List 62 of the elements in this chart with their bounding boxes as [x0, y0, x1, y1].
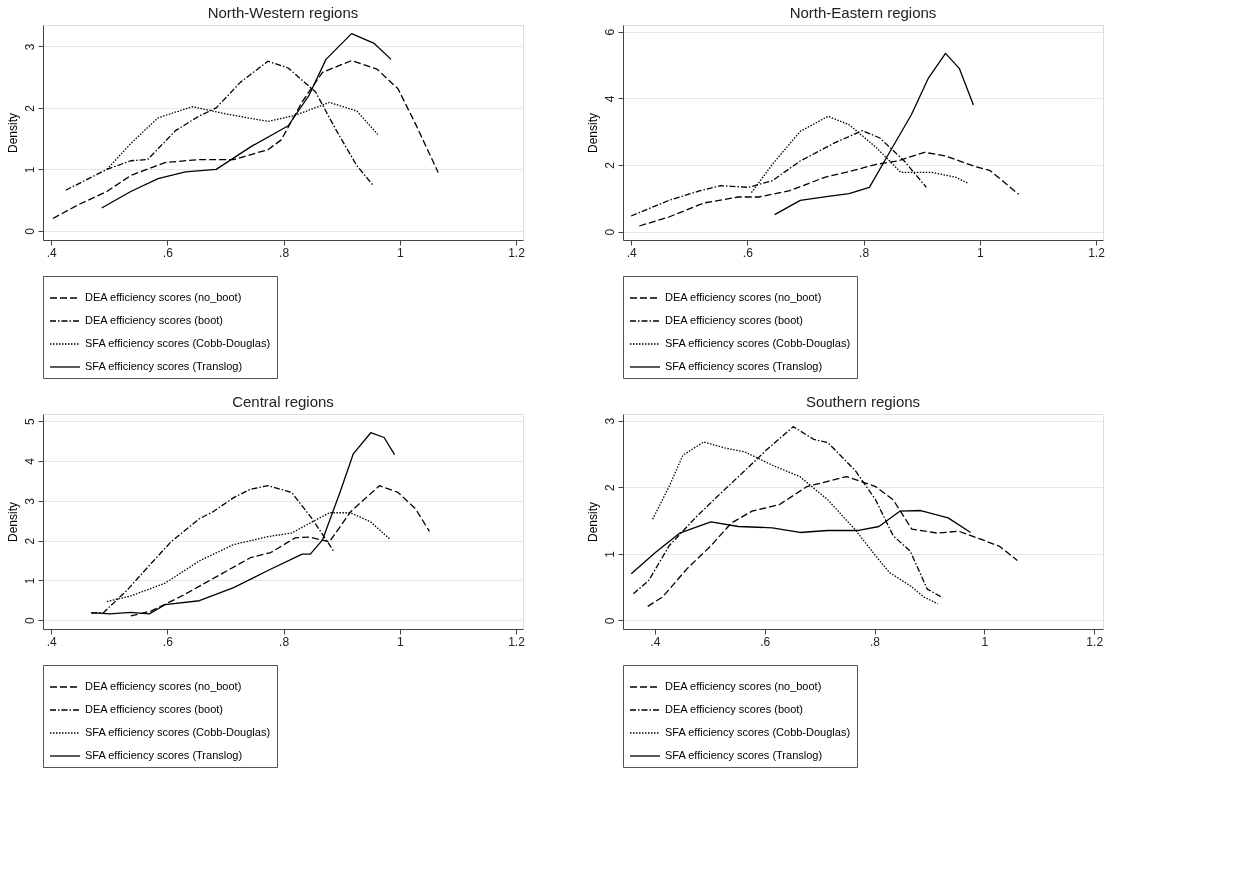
y-tick-label: 3: [22, 497, 37, 505]
y-tick-label: 1: [22, 166, 37, 174]
y-tick-label: 6: [602, 28, 617, 36]
y-tick-label: 1: [22, 577, 37, 585]
y-tick-label: 2: [602, 161, 617, 169]
legend-label: SFA efficiency scores (Cobb-Douglas): [665, 726, 851, 738]
legend-label: DEA efficiency scores (boot): [665, 314, 803, 326]
x-tick-label: .6: [742, 245, 754, 260]
y-tick-label: 2: [602, 484, 617, 492]
legend-label: SFA efficiency scores (Translog): [665, 749, 823, 761]
legend-label: SFA efficiency scores (Translog): [85, 360, 243, 372]
y-tick-label: 0: [22, 227, 37, 235]
x-tick-label: .8: [279, 245, 290, 260]
legend-label: DEA efficiency scores (no_boot): [665, 291, 822, 303]
y-tick-label: 0: [602, 617, 617, 625]
legend-label: DEA efficiency scores (boot): [85, 703, 223, 715]
y-axis-title: Density: [5, 112, 20, 154]
y-tick-label: 2: [22, 104, 37, 112]
y-tick-label: 3: [22, 43, 37, 51]
y-tick-label: 4: [22, 457, 37, 465]
legend-label: DEA efficiency scores (boot): [85, 314, 223, 326]
x-tick-label: .8: [859, 245, 870, 260]
x-tick-label: 1.2: [508, 634, 526, 649]
x-tick-label: .4: [650, 634, 661, 649]
y-axis-title: Density: [5, 501, 20, 543]
x-tick-label: .8: [279, 634, 290, 649]
legend-label: SFA efficiency scores (Cobb-Douglas): [85, 726, 271, 738]
legend-label: DEA efficiency scores (no_boot): [665, 680, 822, 692]
x-tick-label: .8: [870, 634, 881, 649]
legend-label: SFA efficiency scores (Translog): [85, 749, 243, 761]
legend-label: SFA efficiency scores (Cobb-Douglas): [665, 337, 851, 349]
legend-label: SFA efficiency scores (Cobb-Douglas): [85, 337, 271, 349]
x-tick-label: 1: [981, 634, 989, 649]
x-tick-label: 1: [396, 245, 404, 260]
x-tick-label: 1.2: [1088, 245, 1106, 260]
x-tick-label: .6: [162, 245, 174, 260]
y-tick-label: 4: [602, 95, 617, 103]
y-tick-label: 2: [22, 537, 37, 545]
y-tick-label: 1: [602, 550, 617, 558]
y-tick-label: 3: [602, 417, 617, 425]
chart-title: Central regions: [232, 393, 334, 410]
x-tick-label: .6: [760, 634, 771, 649]
y-axis-title: Density: [585, 501, 600, 543]
legend-label: DEA efficiency scores (no_boot): [85, 291, 242, 303]
chart-title: North-Eastern regions: [789, 4, 937, 21]
chart-title: North-Western regions: [207, 4, 359, 21]
x-tick-label: .4: [46, 634, 57, 649]
chart-title: Southern regions: [805, 393, 921, 410]
y-tick-label: 0: [602, 228, 617, 236]
x-tick-label: .4: [46, 245, 57, 260]
legend-label: DEA efficiency scores (no_boot): [85, 680, 242, 692]
x-tick-label: 1.2: [1086, 634, 1104, 649]
x-tick-label: .4: [626, 245, 637, 260]
legend-label: DEA efficiency scores (boot): [665, 703, 803, 715]
x-tick-label: .6: [162, 634, 174, 649]
y-tick-label: 0: [22, 617, 37, 625]
x-tick-label: 1: [976, 245, 984, 260]
y-axis-title: Density: [585, 112, 600, 154]
x-tick-label: 1.2: [508, 245, 526, 260]
y-tick-label: 5: [22, 418, 37, 426]
x-tick-label: 1: [396, 634, 404, 649]
legend-label: SFA efficiency scores (Translog): [665, 360, 823, 372]
